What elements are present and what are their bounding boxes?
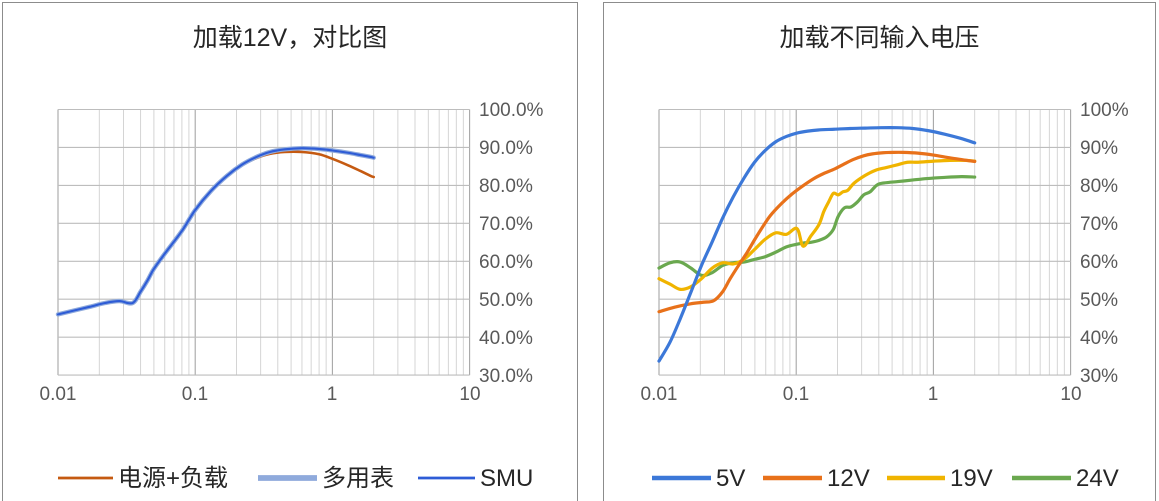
svg-text:10: 10 <box>459 384 480 405</box>
svg-text:电源+负载: 电源+负载 <box>118 465 228 492</box>
svg-text:1: 1 <box>928 384 939 405</box>
svg-text:80.0%: 80.0% <box>479 176 533 197</box>
svg-text:12V: 12V <box>827 465 870 492</box>
svg-text:10: 10 <box>1060 384 1081 405</box>
svg-text:0.1: 0.1 <box>783 384 809 405</box>
svg-text:70.0%: 70.0% <box>479 214 533 235</box>
svg-text:0.01: 0.01 <box>641 384 678 405</box>
svg-text:60%: 60% <box>1080 252 1118 273</box>
svg-text:90%: 90% <box>1080 138 1118 159</box>
svg-text:24V: 24V <box>1076 465 1119 492</box>
svg-text:50.0%: 50.0% <box>479 290 533 311</box>
svg-text:60.0%: 60.0% <box>479 252 533 273</box>
svg-text:30%: 30% <box>1080 366 1118 387</box>
svg-text:40%: 40% <box>1080 328 1118 349</box>
svg-text:50%: 50% <box>1080 290 1118 311</box>
svg-text:SMU: SMU <box>480 465 533 492</box>
svg-text:5V: 5V <box>716 465 745 492</box>
svg-text:100%: 100% <box>1080 100 1129 121</box>
svg-text:0.01: 0.01 <box>40 384 77 405</box>
svg-text:90.0%: 90.0% <box>479 138 533 159</box>
svg-text:100.0%: 100.0% <box>479 100 544 121</box>
svg-text:1: 1 <box>327 384 338 405</box>
svg-text:多用表: 多用表 <box>322 465 394 492</box>
svg-text:40.0%: 40.0% <box>479 328 533 349</box>
svg-text:30.0%: 30.0% <box>479 366 533 387</box>
svg-text:70%: 70% <box>1080 214 1118 235</box>
svg-text:19V: 19V <box>950 465 993 492</box>
svg-text:0.1: 0.1 <box>182 384 208 405</box>
svg-text:80%: 80% <box>1080 176 1118 197</box>
